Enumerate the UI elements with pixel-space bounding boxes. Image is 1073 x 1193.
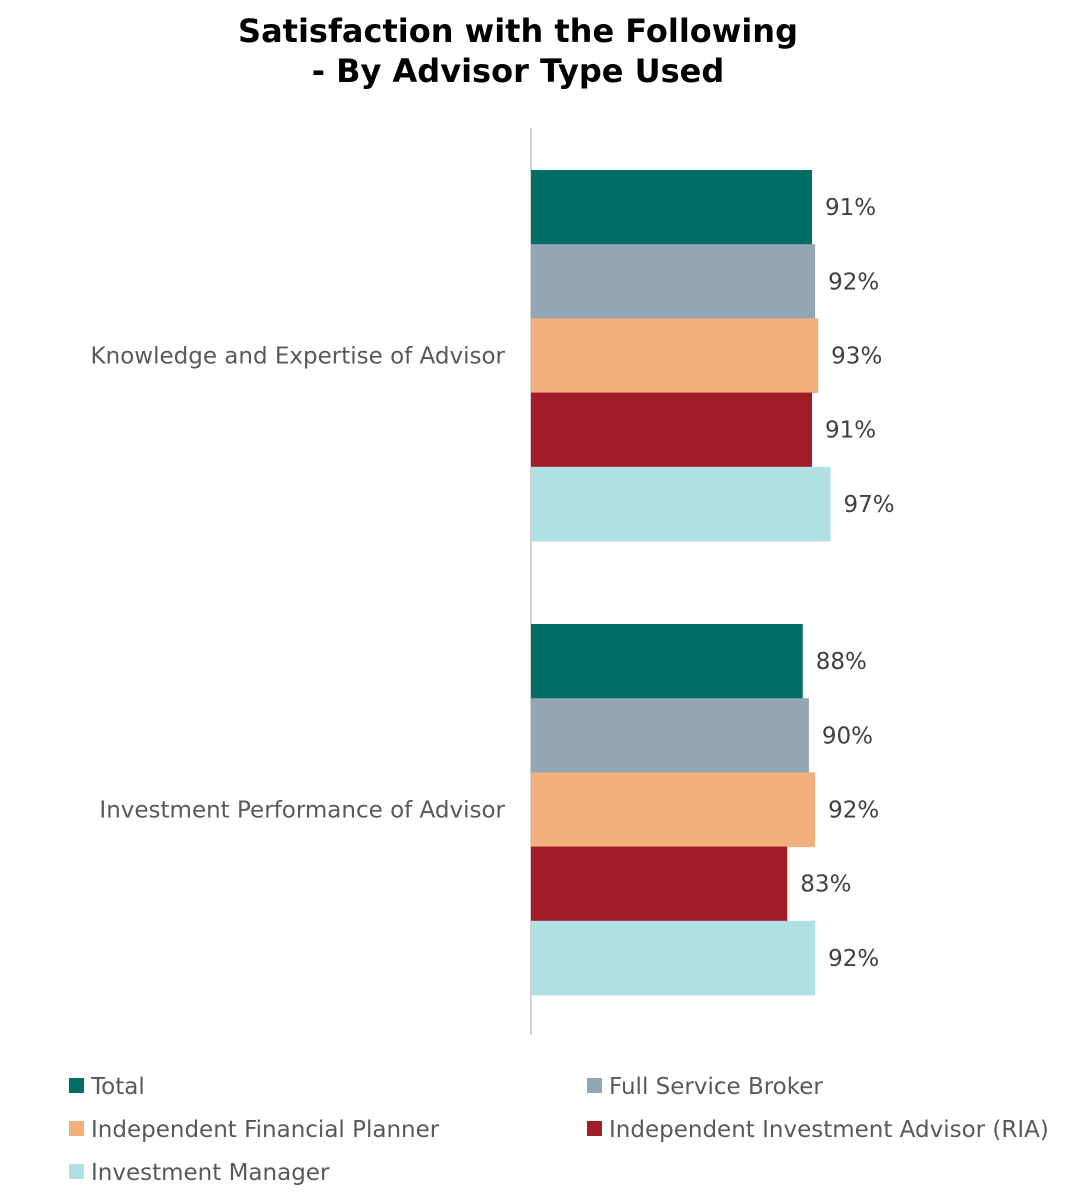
- legend: Total Full Service Broker Independent Fina…: [69, 1074, 1049, 1186]
- category-labels: Knowledge and Expertise of Advisor Invest…: [91, 344, 506, 824]
- data-label: 97%: [844, 492, 895, 518]
- bar: [531, 772, 816, 848]
- legend-swatch: [69, 1164, 84, 1179]
- data-label: 92%: [828, 798, 879, 824]
- bar: [531, 318, 819, 394]
- data-label: 90%: [822, 723, 873, 749]
- legend-label: Investment Manager: [91, 1160, 330, 1186]
- legend-swatch: [587, 1121, 602, 1136]
- category-label: Investment Performance of Advisor: [99, 798, 505, 824]
- bar: [531, 244, 816, 319]
- chart-subtitle: - By Advisor Type Used: [312, 52, 725, 90]
- legend-label: Full Service Broker: [609, 1074, 823, 1100]
- legend-label: Total: [90, 1074, 145, 1100]
- legend-swatch: [69, 1121, 84, 1136]
- legend-label: Independent Financial Planner: [91, 1117, 440, 1143]
- bar: [531, 920, 816, 996]
- bar: [531, 466, 831, 542]
- data-label: 91%: [825, 418, 876, 444]
- bar: [531, 392, 813, 468]
- legend-swatch: [587, 1078, 602, 1093]
- data-label: 93%: [831, 344, 882, 370]
- bar: [531, 624, 803, 699]
- data-label: 92%: [828, 269, 879, 295]
- legend-label: Independent Investment Advisor (RIA): [609, 1117, 1049, 1143]
- category-label: Knowledge and Expertise of Advisor: [91, 344, 506, 370]
- legend-swatch: [69, 1078, 84, 1093]
- bars-layer: 91% 92% 93% 91% 97% 88% 90% 92% 83% 92%: [531, 170, 895, 996]
- chart-title: Satisfaction with the Following: [238, 12, 798, 50]
- data-label: 83%: [800, 872, 851, 898]
- bar: [531, 170, 813, 245]
- bar: [531, 698, 809, 773]
- data-label: 91%: [825, 195, 876, 221]
- data-label: 92%: [828, 946, 879, 972]
- bar: [531, 846, 788, 922]
- data-label: 88%: [816, 649, 867, 675]
